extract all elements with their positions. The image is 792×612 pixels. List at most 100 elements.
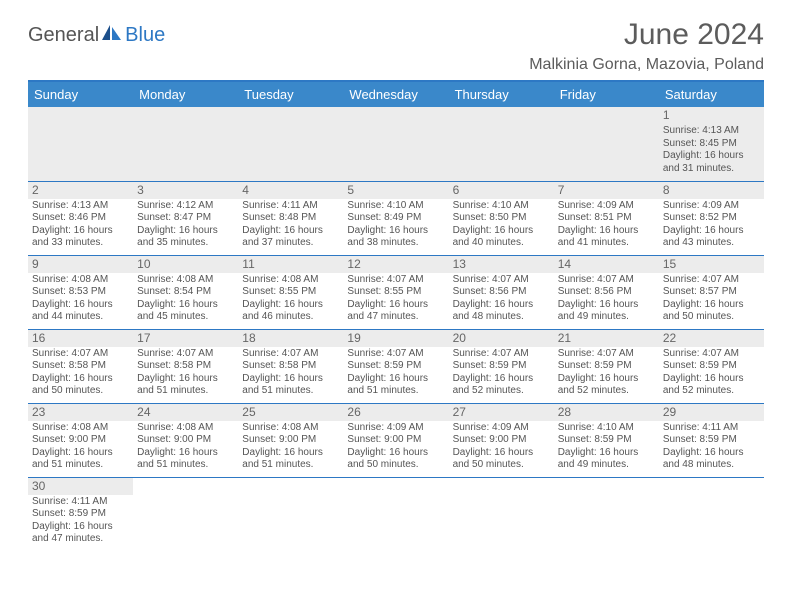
day-number: 6 [449, 182, 554, 199]
daylight-line: Daylight: 16 hours and 50 minutes. [347, 447, 444, 472]
day-number: 26 [343, 404, 448, 421]
empty-cell [449, 107, 554, 181]
day-cell: 30Sunrise: 4:11 AMSunset: 8:59 PMDayligh… [28, 477, 133, 551]
weekday-sun: Sunday [28, 81, 133, 107]
day-number: 9 [28, 256, 133, 273]
day-number: 18 [238, 330, 343, 347]
sunset-line: Sunset: 8:55 PM [242, 286, 339, 299]
day-cell: 26Sunrise: 4:09 AMSunset: 9:00 PMDayligh… [343, 403, 448, 477]
day-number: 17 [133, 330, 238, 347]
sunrise-line: Sunrise: 4:08 AM [242, 422, 339, 435]
day-cell: 16Sunrise: 4:07 AMSunset: 8:58 PMDayligh… [28, 329, 133, 403]
sunrise-line: Sunrise: 4:07 AM [663, 274, 760, 287]
day-number: 22 [659, 330, 764, 347]
day-number: 1 [659, 107, 764, 124]
weekday-tue: Tuesday [238, 81, 343, 107]
day-cell: 5Sunrise: 4:10 AMSunset: 8:49 PMDaylight… [343, 181, 448, 255]
daylight-line: Daylight: 16 hours and 52 minutes. [453, 373, 550, 398]
daylight-line: Daylight: 16 hours and 51 minutes. [347, 373, 444, 398]
location: Malkinia Gorna, Mazovia, Poland [529, 56, 764, 74]
day-cell: 19Sunrise: 4:07 AMSunset: 8:59 PMDayligh… [343, 329, 448, 403]
daylight-line: Daylight: 16 hours and 51 minutes. [137, 373, 234, 398]
sunset-line: Sunset: 8:59 PM [453, 360, 550, 373]
daylight-line: Daylight: 16 hours and 49 minutes. [558, 447, 655, 472]
day-cell: 7Sunrise: 4:09 AMSunset: 8:51 PMDaylight… [554, 181, 659, 255]
day-number: 19 [343, 330, 448, 347]
calendar-table: Sunday Monday Tuesday Wednesday Thursday… [28, 80, 764, 551]
calendar-row: 23Sunrise: 4:08 AMSunset: 9:00 PMDayligh… [28, 403, 764, 477]
sunset-line: Sunset: 8:59 PM [32, 508, 129, 521]
sunrise-line: Sunrise: 4:07 AM [558, 274, 655, 287]
day-cell: 20Sunrise: 4:07 AMSunset: 8:59 PMDayligh… [449, 329, 554, 403]
daylight-line: Daylight: 16 hours and 38 minutes. [347, 225, 444, 250]
sunrise-line: Sunrise: 4:13 AM [32, 200, 129, 213]
sunrise-line: Sunrise: 4:08 AM [137, 274, 234, 287]
empty-cell [133, 107, 238, 181]
day-number: 21 [554, 330, 659, 347]
sunset-line: Sunset: 8:45 PM [663, 138, 760, 151]
day-cell: 18Sunrise: 4:07 AMSunset: 8:58 PMDayligh… [238, 329, 343, 403]
day-cell: 1Sunrise: 4:13 AMSunset: 8:45 PMDaylight… [659, 107, 764, 181]
empty-cell [28, 107, 133, 181]
daylight-line: Daylight: 16 hours and 35 minutes. [137, 225, 234, 250]
day-number: 24 [133, 404, 238, 421]
daylight-line: Daylight: 16 hours and 40 minutes. [453, 225, 550, 250]
sunset-line: Sunset: 8:55 PM [347, 286, 444, 299]
sunset-line: Sunset: 9:00 PM [453, 434, 550, 447]
weekday-sat: Saturday [659, 81, 764, 107]
day-number: 28 [554, 404, 659, 421]
sunset-line: Sunset: 9:00 PM [347, 434, 444, 447]
sunrise-line: Sunrise: 4:09 AM [453, 422, 550, 435]
day-number: 30 [28, 478, 133, 495]
day-number: 3 [133, 182, 238, 199]
empty-cell [554, 477, 659, 551]
sunset-line: Sunset: 8:59 PM [558, 434, 655, 447]
calendar-row: 9Sunrise: 4:08 AMSunset: 8:53 PMDaylight… [28, 255, 764, 329]
sunrise-line: Sunrise: 4:09 AM [347, 422, 444, 435]
daylight-line: Daylight: 16 hours and 51 minutes. [32, 447, 129, 472]
sunset-line: Sunset: 8:58 PM [137, 360, 234, 373]
day-number: 25 [238, 404, 343, 421]
sail-icon [101, 24, 123, 47]
empty-cell [449, 477, 554, 551]
empty-cell [238, 477, 343, 551]
empty-cell [343, 107, 448, 181]
day-number: 4 [238, 182, 343, 199]
sunrise-line: Sunrise: 4:10 AM [558, 422, 655, 435]
sunset-line: Sunset: 8:59 PM [663, 360, 760, 373]
day-cell: 3Sunrise: 4:12 AMSunset: 8:47 PMDaylight… [133, 181, 238, 255]
day-number: 13 [449, 256, 554, 273]
day-number: 27 [449, 404, 554, 421]
sunrise-line: Sunrise: 4:11 AM [32, 496, 129, 509]
day-cell: 11Sunrise: 4:08 AMSunset: 8:55 PMDayligh… [238, 255, 343, 329]
sunset-line: Sunset: 8:59 PM [347, 360, 444, 373]
month-title: June 2024 [529, 18, 764, 52]
daylight-line: Daylight: 16 hours and 41 minutes. [558, 225, 655, 250]
day-number: 23 [28, 404, 133, 421]
calendar-row: 1Sunrise: 4:13 AMSunset: 8:45 PMDaylight… [28, 107, 764, 181]
weekday-header-row: Sunday Monday Tuesday Wednesday Thursday… [28, 81, 764, 107]
sunset-line: Sunset: 8:54 PM [137, 286, 234, 299]
day-number: 10 [133, 256, 238, 273]
sunset-line: Sunset: 8:56 PM [453, 286, 550, 299]
sunrise-line: Sunrise: 4:12 AM [137, 200, 234, 213]
day-number: 16 [28, 330, 133, 347]
daylight-line: Daylight: 16 hours and 37 minutes. [242, 225, 339, 250]
weekday-wed: Wednesday [343, 81, 448, 107]
sunset-line: Sunset: 9:00 PM [32, 434, 129, 447]
daylight-line: Daylight: 16 hours and 49 minutes. [558, 299, 655, 324]
empty-cell [554, 107, 659, 181]
header: General Blue June 2024 Malkinia Gorna, M… [28, 18, 764, 74]
day-cell: 13Sunrise: 4:07 AMSunset: 8:56 PMDayligh… [449, 255, 554, 329]
day-cell: 29Sunrise: 4:11 AMSunset: 8:59 PMDayligh… [659, 403, 764, 477]
sunrise-line: Sunrise: 4:13 AM [663, 125, 760, 138]
day-number: 20 [449, 330, 554, 347]
sunset-line: Sunset: 8:58 PM [242, 360, 339, 373]
daylight-line: Daylight: 16 hours and 51 minutes. [242, 373, 339, 398]
daylight-line: Daylight: 16 hours and 50 minutes. [32, 373, 129, 398]
sunrise-line: Sunrise: 4:08 AM [137, 422, 234, 435]
sunset-line: Sunset: 8:47 PM [137, 212, 234, 225]
daylight-line: Daylight: 16 hours and 52 minutes. [663, 373, 760, 398]
day-number: 29 [659, 404, 764, 421]
day-number: 2 [28, 182, 133, 199]
